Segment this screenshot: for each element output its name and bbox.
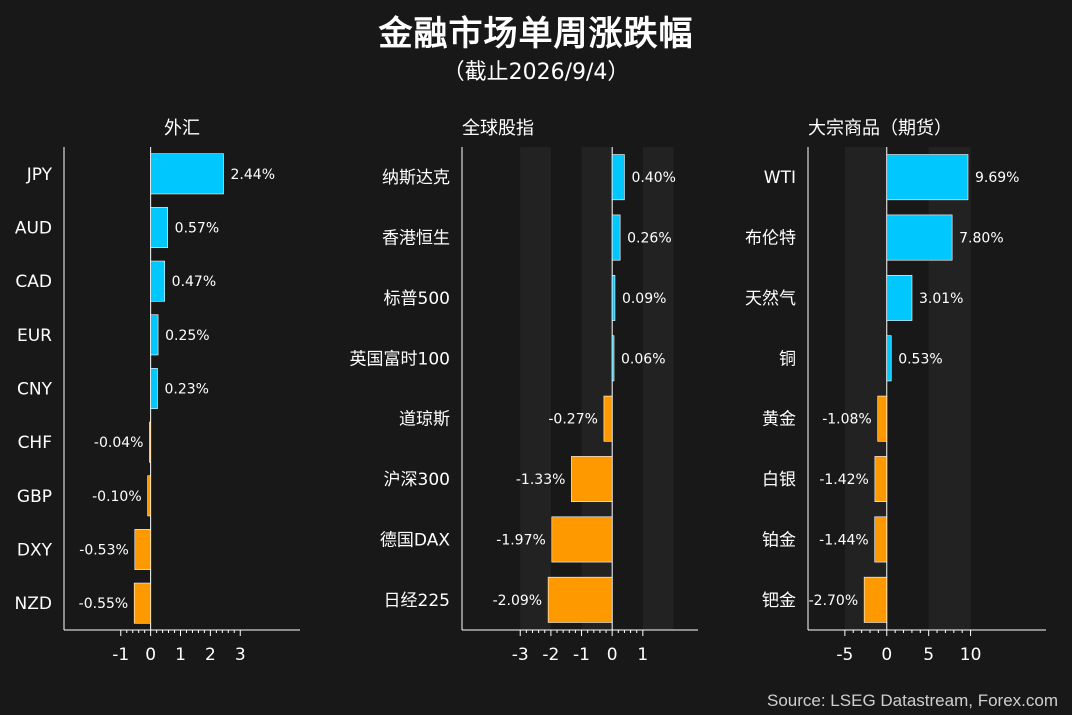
panel-1-tick-label: 3: [235, 645, 246, 665]
panel-3-category-label: 白银: [762, 470, 796, 490]
panel-1-value-label: 0.25%: [165, 328, 209, 344]
panel-1-bar: [150, 153, 224, 195]
panel-2-value-label: -1.33%: [516, 472, 566, 488]
panel-1-tick-label: 0: [145, 645, 156, 665]
panel-3-bar: [886, 154, 969, 201]
panel-2-bar: [603, 395, 613, 442]
panel-1-bar: [150, 260, 165, 302]
panel-2-tick-label: -1: [573, 645, 590, 665]
panel-3-value-label: -1.08%: [822, 412, 872, 428]
panel-1-title: 外汇: [164, 118, 200, 139]
panel-2-value-label: 0.26%: [627, 231, 671, 247]
panel-2-category-label: 德国DAX: [380, 530, 450, 550]
panel-1-category-label: AUD: [15, 219, 52, 239]
panel-1-value-label: -0.53%: [79, 543, 129, 559]
panel-1-category-label: NZD: [15, 594, 52, 614]
panel-3-category-label: 铂金: [762, 530, 796, 550]
panel-3-bar: [863, 576, 888, 623]
panel-2-value-label: 0.40%: [631, 170, 675, 186]
panel-3-value-label: 0.53%: [898, 351, 942, 367]
panel-3-bar: [877, 395, 888, 442]
panel-2-bar: [611, 154, 625, 201]
panel-1-category-label: GBP: [17, 487, 52, 507]
panel-2-bar: [611, 335, 615, 382]
panel-1-category-label: CAD: [15, 272, 52, 292]
panel-2-value-label: 0.09%: [622, 291, 666, 307]
panel-3-category-label: 布伦特: [745, 229, 796, 249]
panel-2-value-label: 0.06%: [621, 351, 665, 367]
panel-1-value-label: -0.55%: [79, 596, 129, 612]
panel-2-tick-label: 1: [637, 645, 648, 665]
panel-2-bar: [571, 456, 613, 503]
panel-2-category-label: 香港恒生: [382, 229, 450, 249]
panel-1-category-label: EUR: [17, 326, 52, 346]
panel-2-category-label: 纳斯达克: [382, 168, 450, 188]
panel-3-bar: [874, 456, 888, 503]
panel-2-tick-label: -3: [512, 645, 529, 665]
panel-1-value-label: -0.04%: [94, 435, 144, 451]
panel-3-value-label: -1.44%: [819, 532, 869, 548]
panel-1-value-label: 2.44%: [231, 167, 275, 183]
panel-1-tick-label: -1: [112, 645, 129, 665]
panel-1-bar: [133, 582, 151, 624]
panel-1-tick-label: 2: [205, 645, 216, 665]
panel-1-value-label: 0.57%: [175, 221, 219, 237]
panel-1-bar: [149, 421, 151, 463]
panel-3-bar: [886, 335, 892, 382]
panel-3-value-label: 7.80%: [959, 231, 1003, 247]
panel-1-category-label: DXY: [17, 541, 53, 561]
panel-3-category-label: 铜: [779, 349, 796, 369]
panel-1-value-label: 0.47%: [172, 274, 216, 290]
panel-2-value-label: -0.27%: [548, 412, 598, 428]
panel-3-category-label: 天然气: [745, 289, 796, 309]
panel-3-title: 大宗商品（期货）: [808, 118, 952, 139]
panel-3-value-label: -1.42%: [819, 472, 869, 488]
panel-2-bar: [611, 214, 621, 261]
panel-2-bar: [551, 516, 613, 563]
chart-title: 金融市场单周涨跌幅: [378, 14, 694, 54]
panel-1-value-label: 0.23%: [165, 382, 209, 398]
panel-2-category-label: 沪深300: [384, 470, 450, 490]
panel-3-bar: [886, 214, 953, 261]
chart-subtitle: （截止2026/9/4）: [442, 60, 630, 85]
panel-1-bar: [150, 368, 158, 409]
panel-3-category-label: 钯金: [762, 591, 796, 611]
panel-3-value-label: 3.01%: [919, 291, 963, 307]
source-note: Source: LSEG Datastream, Forex.com: [767, 691, 1058, 710]
panel-2-category-label: 英国富时100: [350, 349, 450, 369]
panel-2-category-label: 日经225: [384, 591, 450, 611]
panel-3-tick-label: 0: [881, 645, 892, 665]
panel-2-category-label: 标普500: [384, 289, 450, 309]
panel-1-tick-label: 1: [175, 645, 186, 665]
panel-2-bar: [611, 274, 616, 321]
panel-2-title: 全球股指: [462, 118, 534, 139]
panel-1-bar: [134, 529, 151, 570]
panel-1-category-label: CHF: [18, 433, 52, 453]
panel-2-bar: [547, 576, 613, 623]
panel-3-tick-label: 10: [960, 645, 982, 665]
panel-3-bar: [874, 516, 888, 563]
panel-1-category-label: JPY: [26, 165, 53, 185]
panel-3-value-label: -2.70%: [809, 593, 859, 609]
panel-1-category-label: CNY: [17, 380, 53, 400]
panel-2-tick-label: 0: [607, 645, 618, 665]
panel-2-value-label: -2.09%: [493, 593, 543, 609]
panel-2-grid-band: [520, 147, 551, 630]
panel-1-value-label: -0.10%: [92, 489, 142, 505]
panel-1-bar: [150, 207, 168, 248]
panel-2-category-label: 道琼斯: [399, 410, 450, 430]
panel-1-bar: [150, 314, 159, 356]
panel-3-value-label: 9.69%: [975, 170, 1019, 186]
panel-3-tick-label: 5: [923, 645, 934, 665]
panel-3-tick-label: -5: [836, 645, 853, 665]
panel-3-bar: [886, 274, 913, 321]
panel-3-category-label: 黄金: [762, 410, 796, 430]
panel-1-bar: [147, 475, 151, 517]
panel-2-value-label: -1.97%: [496, 532, 546, 548]
panel-2-tick-label: -2: [542, 645, 559, 665]
panel-3-category-label: WTI: [764, 168, 796, 188]
panel-2-grid-band: [642, 147, 674, 630]
